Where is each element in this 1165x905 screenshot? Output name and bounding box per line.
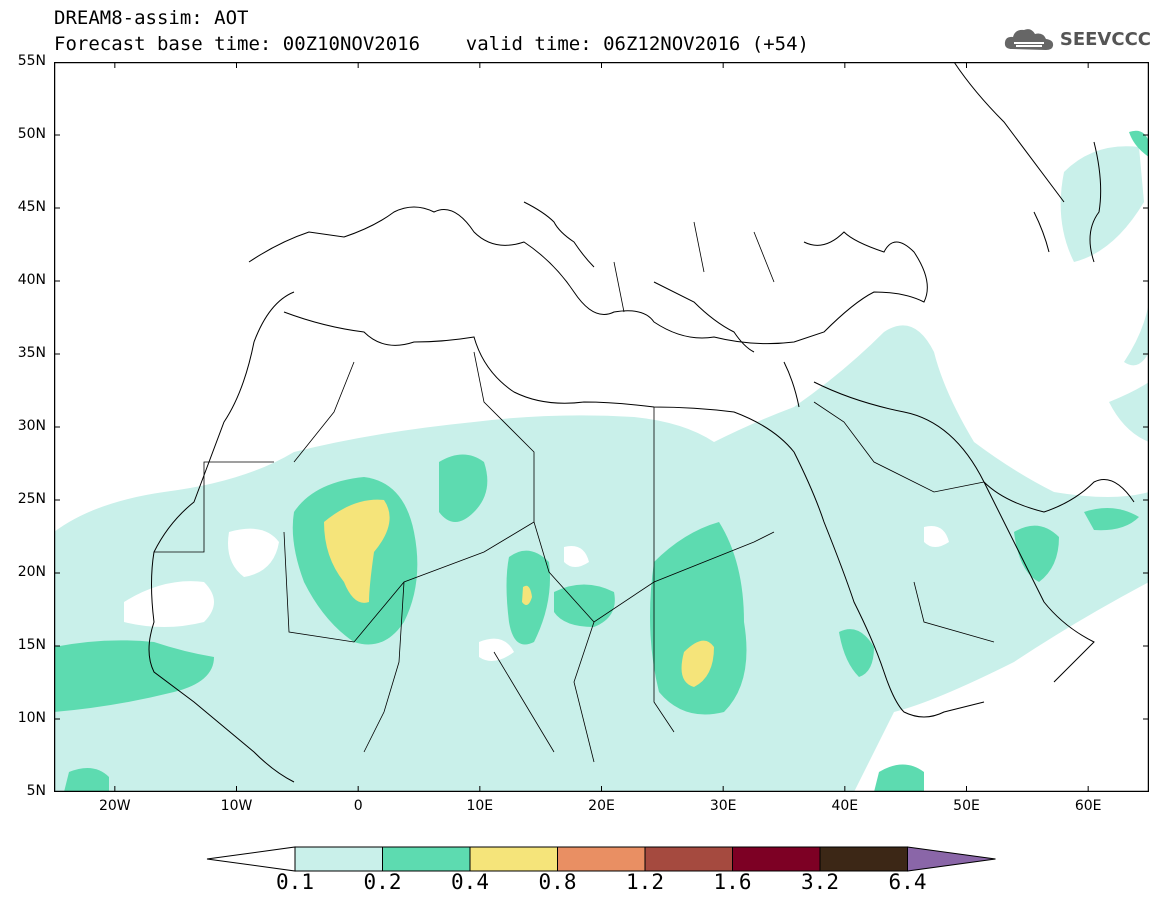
colorbar-label: 0.2: [363, 870, 402, 894]
lon-label: 10W: [220, 798, 253, 814]
country-borders: [154, 221, 995, 763]
colorbar-label: 0.8: [538, 870, 577, 894]
brand-logo: SEEVCCC: [1002, 25, 1151, 53]
lat-label: 10N: [17, 710, 46, 726]
lat-label: 55N: [17, 53, 46, 69]
lat-label: 40N: [17, 272, 46, 288]
lat-label: 20N: [17, 564, 46, 580]
colorbar-label: 3.2: [801, 870, 839, 894]
colorbar-segment: [732, 846, 821, 872]
lon-label: 40E: [831, 798, 859, 814]
coastlines: [148, 62, 1135, 783]
lon-label: 50E: [953, 798, 980, 814]
lat-label: 25N: [17, 491, 46, 507]
colorbar-segment: [644, 846, 733, 872]
map-title: DREAM8-assim: AOT: [54, 7, 249, 29]
lat-label: 15N: [17, 637, 46, 653]
lat-label: 50N: [17, 126, 46, 142]
colorbar-segment: [819, 846, 908, 872]
colorbar-label: 1.2: [626, 870, 664, 894]
colorbar-label: 0.4: [451, 870, 489, 894]
lon-label: 10E: [466, 798, 494, 814]
colorbar-segment: [469, 846, 558, 872]
colorbar-segment: [557, 846, 646, 872]
map-frame: [54, 62, 1149, 792]
brand-name: SEEVCCC: [1059, 28, 1151, 50]
lat-label: 45N: [17, 199, 46, 215]
lon-label: 60E: [1074, 798, 1102, 814]
lat-label: 5N: [26, 783, 46, 799]
aot-map: [54, 62, 1149, 792]
colorbar-label: 6.4: [888, 870, 927, 894]
lon-label: 0: [353, 798, 363, 814]
colorbar-over-arrow: [907, 846, 996, 872]
lat-label: 30N: [17, 418, 46, 434]
colorbar-label: 0.1: [276, 870, 314, 894]
colorbar-under-arrow: [206, 846, 296, 872]
colorbar-segment: [294, 846, 383, 872]
map-canvas: [54, 62, 1149, 792]
lon-label: 30E: [709, 798, 737, 814]
colorbar-segment: [382, 846, 471, 872]
lat-label: 35N: [17, 345, 46, 361]
colorbar-label: 1.6: [713, 870, 752, 894]
lon-label: 20E: [588, 798, 615, 814]
aot-shading-low: [54, 146, 1149, 792]
forecast-times: Forecast base time: 00Z10NOV2016 valid t…: [54, 33, 809, 55]
lon-label: 20W: [98, 798, 131, 814]
aot-colorbar: [206, 846, 996, 872]
aot-shading-high: [324, 499, 714, 687]
cloud-logo-icon: [1004, 29, 1053, 50]
aot-clear-patches: [124, 526, 949, 661]
